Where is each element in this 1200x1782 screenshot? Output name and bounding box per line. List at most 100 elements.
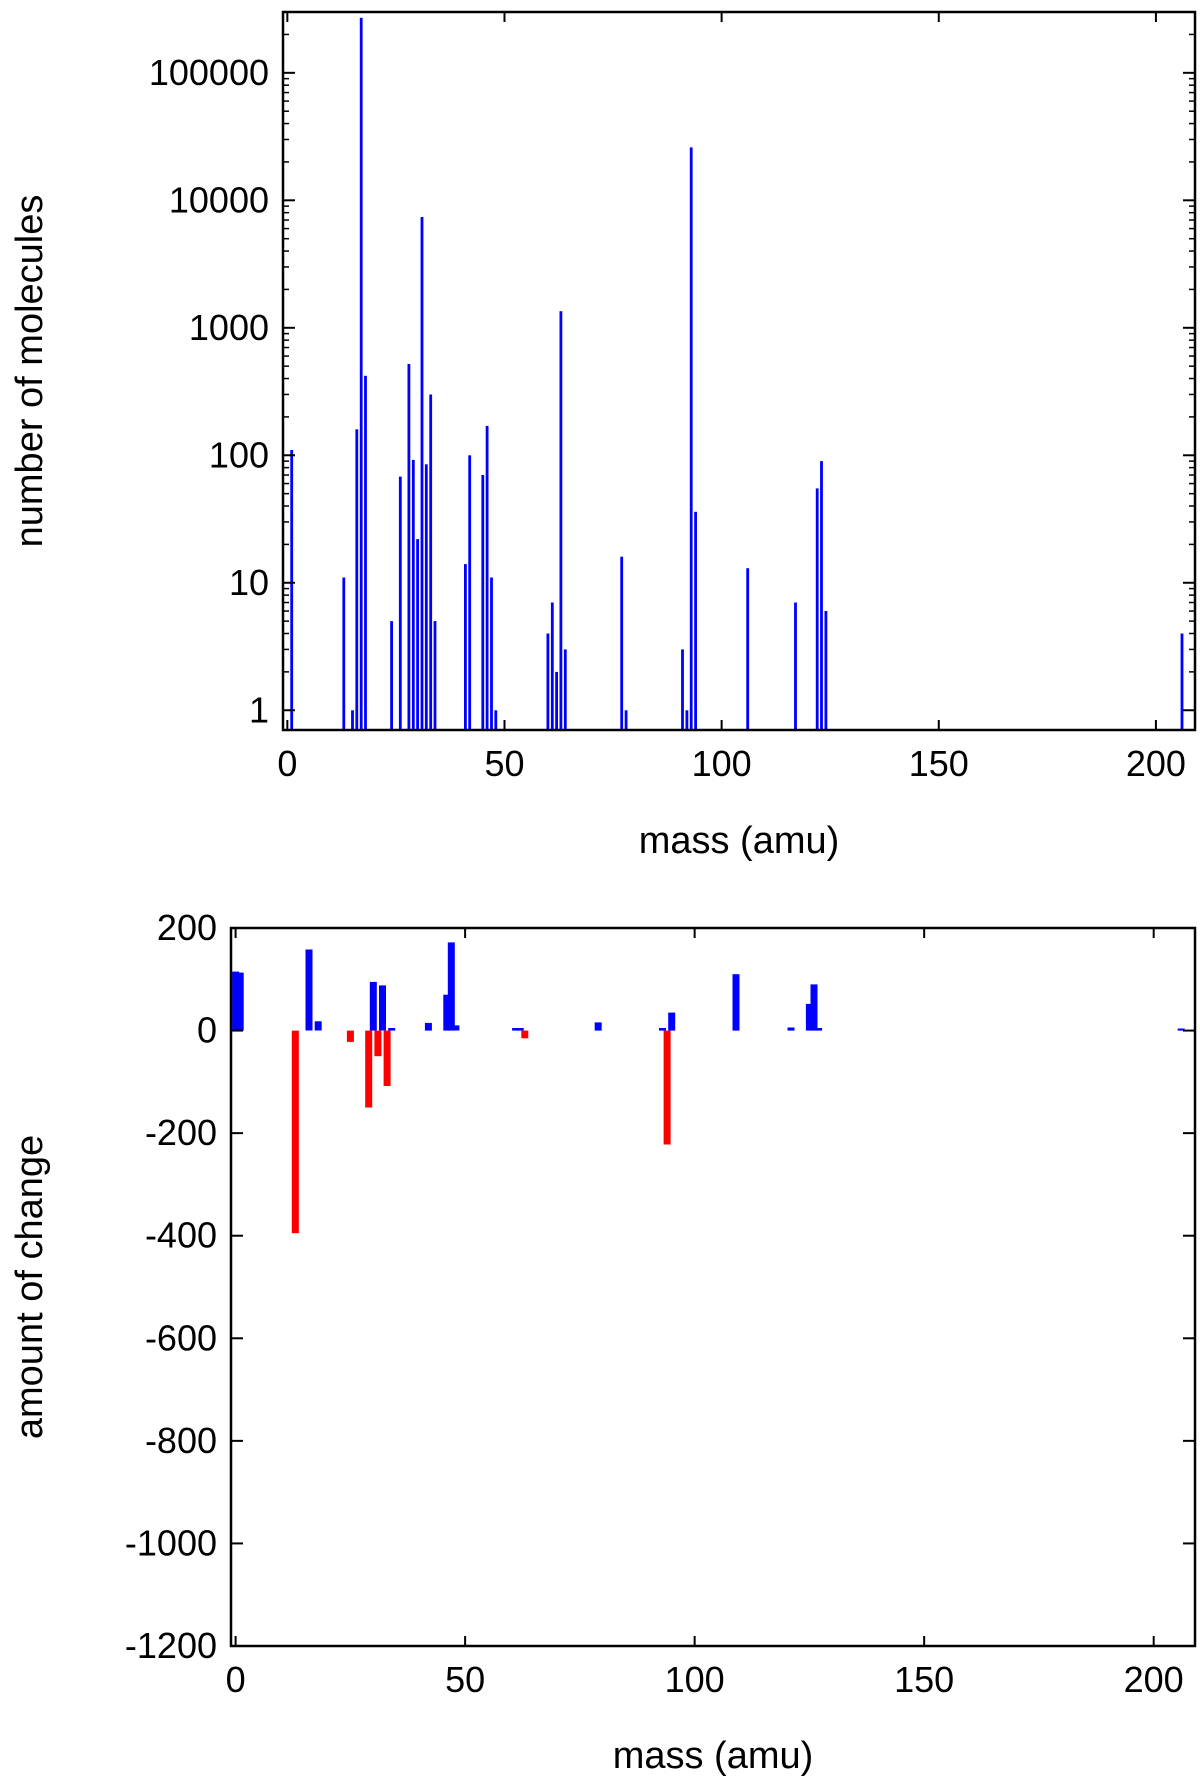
y-tick-label: -1000 — [125, 1522, 217, 1563]
bar — [681, 649, 684, 730]
change-bars — [232, 942, 1185, 1234]
bar — [563, 649, 567, 730]
bar — [390, 621, 393, 730]
y-tick-label: -200 — [145, 1112, 217, 1153]
y-tick-label: 1000 — [189, 307, 269, 348]
x-tick-label: 100 — [665, 1659, 725, 1700]
bar — [490, 577, 493, 730]
bar — [314, 1021, 322, 1031]
bar — [624, 710, 628, 730]
bar — [805, 1003, 813, 1031]
bar — [407, 364, 411, 730]
bar — [305, 949, 313, 1031]
plot-frame — [281, 10, 1197, 732]
bar — [383, 1030, 391, 1086]
bar — [452, 1025, 460, 1031]
y-tick-label: -400 — [145, 1215, 217, 1256]
bar — [236, 972, 244, 1031]
bar — [433, 621, 437, 730]
bar — [1180, 633, 1184, 730]
bar — [232, 971, 240, 1031]
bar — [374, 1030, 382, 1057]
x-tick-label: 200 — [1126, 743, 1186, 784]
y-tick-label: 0 — [197, 1010, 217, 1051]
y-tick-label: 10 — [229, 562, 269, 603]
bar — [359, 17, 363, 731]
bar — [468, 455, 472, 730]
bar — [820, 461, 823, 730]
bar — [594, 1022, 602, 1031]
bar — [365, 1030, 373, 1108]
axis-ticks: 0 50 100 150 200 -1200 -1000 -800 -600 -400 -200 0 2… — [125, 907, 1195, 1700]
x-tick-label: 100 — [692, 743, 752, 784]
plot-frame — [229, 926, 1197, 1648]
y-tick-label: 10000 — [169, 179, 269, 220]
bar — [824, 611, 828, 730]
bar — [815, 488, 819, 730]
y-tick-label: -600 — [145, 1317, 217, 1358]
bar — [694, 511, 697, 730]
axis-ticks: 0 50 100 150 200 1 10 100 1000 10000 100000 — [149, 11, 1195, 784]
bar — [464, 564, 467, 730]
bar — [787, 1027, 795, 1031]
bar — [351, 710, 354, 730]
bar — [398, 476, 402, 730]
molecule-count-chart: 0 50 100 150 200 1 10 100 1000 10000 100000 mass (… — [9, 10, 1197, 862]
bar — [420, 217, 424, 730]
bar — [732, 974, 740, 1031]
bar — [342, 577, 346, 730]
bar — [546, 633, 550, 730]
bar — [346, 1030, 354, 1042]
bar — [620, 556, 624, 730]
y-axis-label: amount of change — [9, 1135, 51, 1439]
bar — [685, 710, 689, 730]
y-tick-label: 1 — [249, 689, 269, 730]
y-tick-label: 100000 — [149, 52, 269, 93]
bar — [794, 602, 797, 730]
x-tick-label: 50 — [445, 1659, 485, 1700]
bar — [550, 602, 554, 730]
bar — [447, 942, 455, 1031]
x-tick-label: 50 — [484, 743, 524, 784]
bar — [429, 394, 433, 730]
bar — [516, 1028, 524, 1031]
y-tick-label: -800 — [145, 1420, 217, 1461]
bar — [810, 984, 818, 1031]
bar — [424, 464, 428, 730]
bar — [668, 1012, 676, 1031]
y-tick-label: 200 — [157, 907, 217, 948]
x-tick-label: 0 — [226, 1659, 246, 1700]
y-tick-label: -1200 — [125, 1625, 217, 1666]
x-axis-label: mass (amu) — [613, 1735, 814, 1777]
bar — [355, 429, 359, 730]
bar — [290, 450, 294, 730]
bar — [521, 1030, 529, 1039]
molecule-count-bars — [290, 17, 1184, 731]
bar — [559, 311, 563, 730]
bar — [388, 1028, 396, 1031]
x-tick-label: 0 — [277, 743, 297, 784]
change-chart: 0 50 100 150 200 -1200 -1000 -800 -600 -400 -200 0 2… — [9, 907, 1197, 1777]
x-tick-label: 150 — [894, 1659, 954, 1700]
bar — [815, 1028, 823, 1031]
x-axis-label: mass (amu) — [639, 820, 840, 862]
bar — [481, 475, 485, 730]
bar — [424, 1022, 432, 1031]
bar — [555, 671, 558, 730]
bar — [485, 425, 489, 730]
x-tick-label: 150 — [909, 743, 969, 784]
y-axis-label: number of molecules — [9, 195, 51, 548]
bar — [369, 981, 377, 1031]
bar — [689, 147, 693, 730]
bar — [494, 710, 498, 730]
bar — [364, 375, 367, 730]
bar — [1177, 1028, 1185, 1031]
bar — [659, 1028, 666, 1031]
bar — [512, 1028, 520, 1031]
bar — [416, 539, 419, 730]
bar — [291, 1030, 299, 1234]
bar — [411, 459, 415, 730]
bar — [443, 994, 451, 1031]
y-tick-label: 100 — [209, 434, 269, 475]
